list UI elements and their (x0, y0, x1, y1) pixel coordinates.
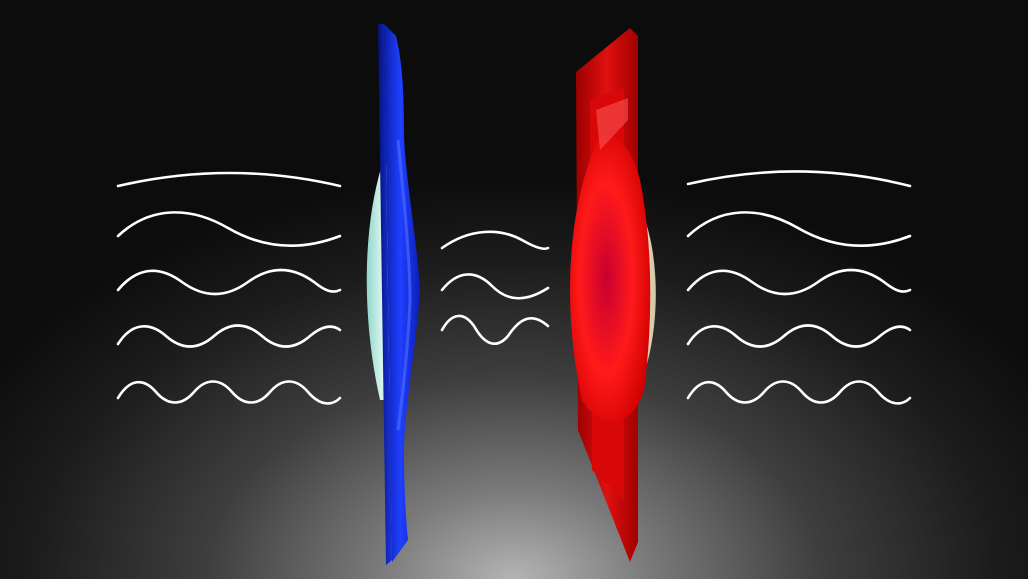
right-wave-3 (686, 268, 912, 296)
left-wave-1 (116, 171, 342, 188)
left-wave-5 (116, 380, 342, 405)
middle-wave-2 (440, 273, 550, 300)
left-waves (116, 171, 342, 405)
blue-panel-edge (378, 24, 392, 565)
right-wave-4 (686, 324, 912, 348)
red-lens-bulge (570, 135, 651, 422)
blue-panel-highlight (396, 139, 412, 431)
blue-lens-panel (366, 24, 420, 565)
red-lens-panel (570, 28, 656, 562)
left-wave-3 (116, 268, 342, 296)
right-waves (686, 170, 912, 405)
right-wave-2 (686, 211, 912, 247)
middle-waves (440, 230, 550, 346)
left-wave-4 (116, 324, 342, 348)
middle-wave-1 (440, 230, 550, 251)
blue-panel-face (384, 24, 420, 562)
red-lens-shine (596, 98, 628, 150)
middle-wave-3 (440, 314, 550, 346)
right-wave-5 (686, 380, 912, 405)
right-wave-1 (686, 170, 912, 188)
left-wave-2 (116, 211, 342, 247)
